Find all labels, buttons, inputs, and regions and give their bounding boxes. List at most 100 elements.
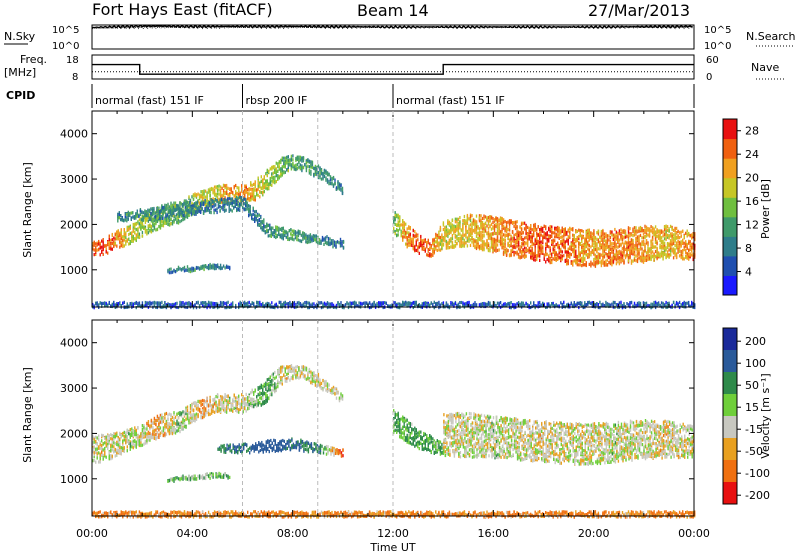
power-cell [409,236,411,240]
power-cell [242,301,244,305]
power-cell [525,236,527,240]
power-cell [326,242,328,246]
power-cell [214,198,217,202]
power-cell [421,242,423,246]
power-cell [633,244,636,248]
power-cell [263,225,265,229]
power-cell [641,259,643,263]
power-cell [144,209,146,213]
power-cell [650,256,652,260]
power-cell [545,253,547,257]
power-cell [334,182,336,186]
power-cell [116,302,118,306]
power-cell [279,234,281,238]
power-cell [542,239,544,243]
power-cell [674,243,676,247]
power-cell [487,244,490,248]
power-cell [281,236,283,240]
power-cell [182,218,184,222]
power-cell [549,225,551,229]
power-cell [454,230,457,234]
power-cell [98,239,100,244]
power-cell [224,301,226,306]
power-cell [155,228,157,232]
power-cell [516,236,518,240]
power-cell [555,257,557,261]
power-cell [596,259,598,263]
power-cell [249,208,251,212]
power-cell [441,241,443,245]
power-cell [551,252,553,256]
power-cell [605,241,607,246]
power-cell [618,244,621,248]
power-cell [302,234,304,239]
power-cell [204,264,207,268]
power-cell [651,226,654,230]
power-cell [256,301,258,305]
power-cell [237,196,239,200]
power-cell [215,303,217,307]
power-cell [287,158,289,162]
power-cell [534,252,536,256]
power-cell [308,240,310,244]
power-cell [666,246,669,250]
power-cell [657,253,660,258]
power-cell [605,239,607,243]
power-cell [645,228,648,232]
power-cell [669,239,672,243]
power-cell [271,172,273,176]
power-cell [614,233,616,237]
power-cell [457,217,460,221]
power-cell [694,246,696,250]
power-cell [314,164,317,168]
power-cell [102,240,104,244]
power-cell [341,244,343,248]
power-cell [632,227,634,231]
power-cell [170,217,172,221]
power-cell [572,237,574,241]
power-cell [213,264,216,268]
power-cell [480,218,482,222]
power-cell [591,262,594,266]
power-cell [584,244,586,248]
power-cell [182,267,184,271]
power-cell [423,238,425,242]
power-cell [513,237,515,241]
power-cell [539,228,541,232]
power-cell [252,206,254,210]
power-cell [219,185,222,189]
power-cell [301,159,303,163]
power-cell [225,202,227,206]
power-cell [107,303,109,307]
power-cell [101,301,103,305]
power-cell [225,185,228,189]
power-cell [531,240,533,244]
power-cell [490,235,493,239]
power-cell [327,236,330,241]
power-cell [254,198,256,202]
power-cell [299,166,302,170]
power-cell [135,212,137,216]
power-cell [677,240,679,244]
power-cell [253,197,255,201]
power-cell [189,210,191,214]
power-cell [173,220,175,224]
power-cell [638,242,640,246]
power-cell [180,214,183,218]
power-cell [298,165,300,169]
power-cell [531,233,533,237]
power-cell [609,231,612,235]
power-cell [243,208,245,212]
power-cell [638,234,640,238]
power-cell [481,239,484,243]
power-cell [566,237,568,241]
power-cell [287,237,289,241]
power-cell [341,242,343,246]
power-cell [489,236,491,240]
power-cell [108,246,110,250]
power-cell [481,230,484,234]
power-cell [542,226,544,230]
power-cell [222,191,225,195]
power-cell [474,230,476,234]
power-cell [489,216,491,220]
